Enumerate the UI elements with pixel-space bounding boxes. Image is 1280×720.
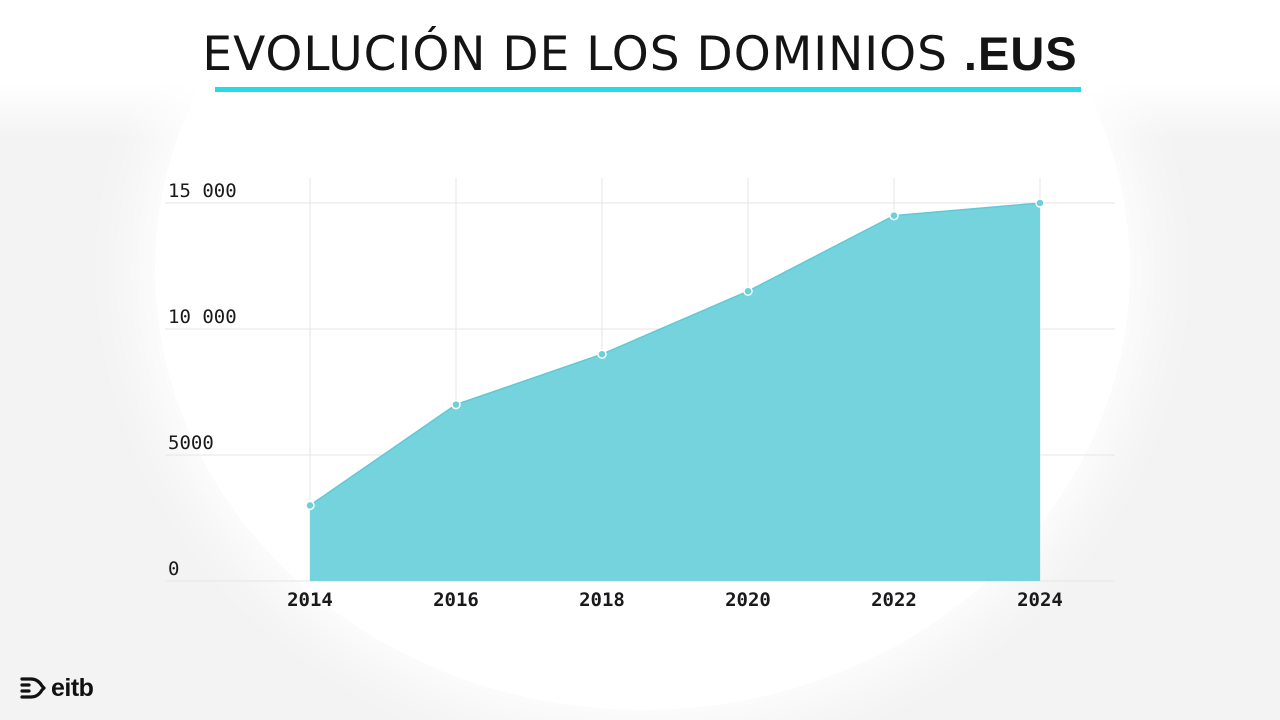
x-tick-label-2020: 2020	[725, 589, 771, 611]
data-point-2020	[743, 286, 753, 296]
x-tick-label-2016: 2016	[433, 589, 479, 611]
data-point-2016	[451, 399, 461, 410]
eitb-logo: eitb	[18, 668, 94, 708]
x-tick-label-2022: 2022	[871, 589, 917, 611]
eitb-logo-text: eitb	[51, 673, 94, 702]
x-tick-label-2024: 2024	[1017, 589, 1063, 611]
x-tick-label-2018: 2018	[579, 589, 625, 611]
y-tick-label-10000: 10 000	[168, 306, 237, 328]
data-point-2024	[1035, 198, 1045, 208]
x-tick-label-2014: 2014	[287, 589, 333, 611]
chart-title-main: EVOLUCIÓN DE LOS DOMINIOS	[202, 27, 948, 82]
data-point-2014	[305, 500, 315, 511]
y-tick-label-15000: 15 000	[168, 180, 237, 202]
eitb-arrows-icon	[20, 677, 46, 699]
data-point-2022	[889, 210, 899, 221]
y-tick-label-5000: 5000	[168, 432, 214, 454]
data-point-2018	[597, 349, 607, 359]
chart-title: EVOLUCIÓN DE LOS DOMINIOS .EUS	[0, 26, 1280, 82]
area-series-line	[309, 202, 1041, 507]
title-underline	[215, 87, 1081, 92]
area-series-fill	[310, 203, 1040, 581]
y-tick-label-0: 0	[168, 558, 179, 580]
chart-title-emphasis: .EUS	[963, 27, 1078, 80]
